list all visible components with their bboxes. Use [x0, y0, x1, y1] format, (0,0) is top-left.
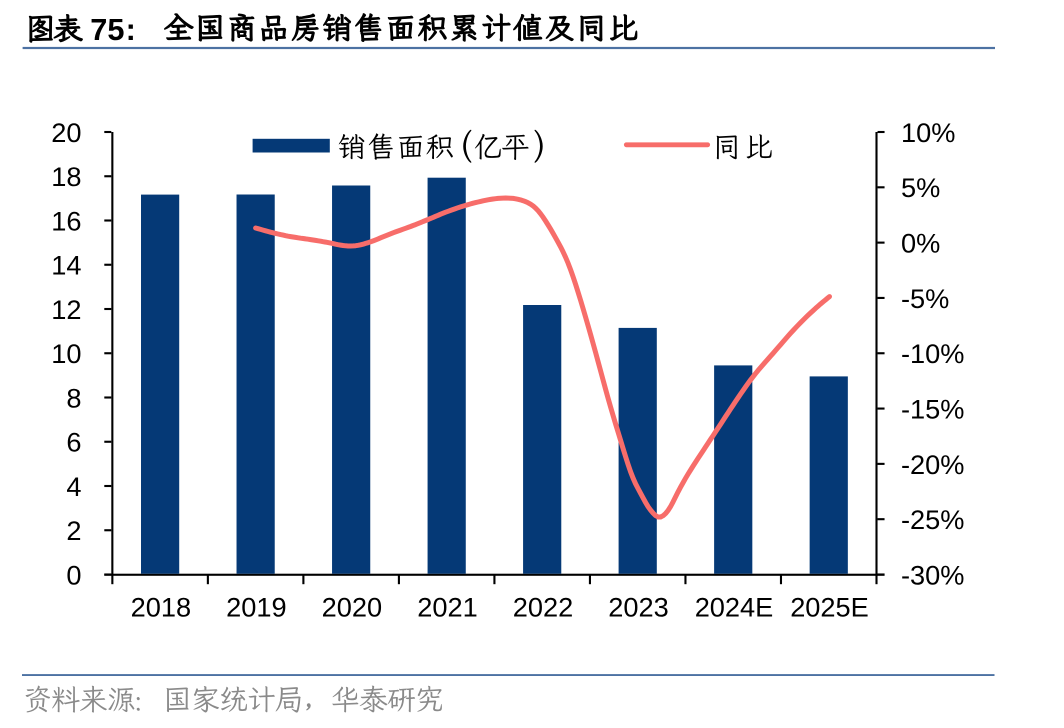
svg-text:10: 10: [51, 338, 81, 369]
svg-text:5%: 5%: [901, 172, 940, 203]
svg-text:-5%: -5%: [901, 283, 949, 314]
svg-text:16: 16: [51, 205, 81, 236]
svg-text:2019: 2019: [226, 592, 286, 623]
svg-text:-15%: -15%: [901, 394, 964, 425]
svg-text::: :: [126, 12, 136, 47]
svg-text:14: 14: [51, 250, 81, 281]
svg-text:10%: 10%: [901, 117, 955, 148]
svg-text:75: 75: [90, 12, 124, 47]
svg-text:-20%: -20%: [901, 449, 964, 480]
svg-text:2025E: 2025E: [790, 592, 869, 623]
svg-text:12: 12: [51, 294, 81, 325]
svg-text:0: 0: [66, 559, 81, 590]
svg-text:18: 18: [51, 161, 81, 192]
svg-text:6: 6: [66, 427, 81, 458]
svg-text:2: 2: [66, 515, 81, 546]
svg-text:2020: 2020: [322, 592, 382, 623]
svg-text:4: 4: [66, 471, 81, 502]
svg-text:2024E: 2024E: [695, 592, 774, 623]
svg-text:2023: 2023: [608, 592, 668, 623]
svg-text:8: 8: [66, 382, 81, 413]
svg-text:2021: 2021: [417, 592, 477, 623]
svg-text:-25%: -25%: [901, 504, 964, 535]
svg-text:-30%: -30%: [901, 559, 964, 590]
svg-text:2018: 2018: [131, 592, 191, 623]
svg-text:0%: 0%: [901, 228, 940, 259]
svg-text:2022: 2022: [513, 592, 573, 623]
svg-text:-10%: -10%: [901, 338, 964, 369]
svg-text:20: 20: [51, 117, 81, 148]
